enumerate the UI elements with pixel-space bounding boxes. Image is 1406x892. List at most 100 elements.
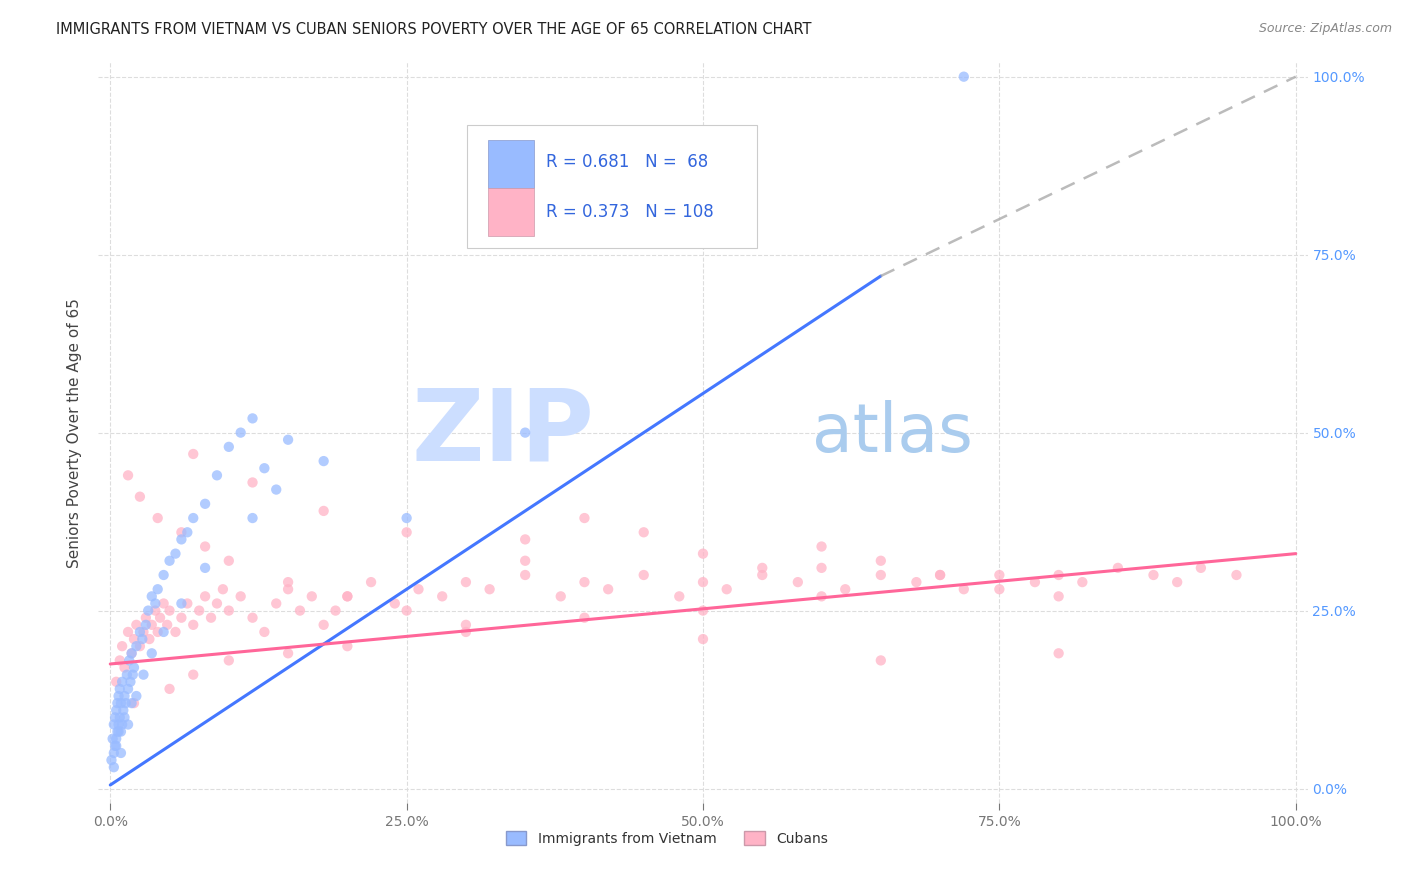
Point — [114, 696, 136, 710]
Point — [146, 582, 169, 597]
Point — [108, 653, 131, 667]
Point — [132, 667, 155, 681]
Point — [135, 617, 157, 632]
Text: R = 0.681   N =  68: R = 0.681 N = 68 — [546, 153, 709, 171]
Point — [395, 511, 418, 525]
Point — [1142, 568, 1164, 582]
Point — [633, 568, 655, 582]
Point — [101, 731, 124, 746]
Point — [1189, 561, 1212, 575]
Text: IMMIGRANTS FROM VIETNAM VS CUBAN SENIORS POVERTY OVER THE AGE OF 65 CORRELATION : IMMIGRANTS FROM VIETNAM VS CUBAN SENIORS… — [56, 22, 811, 37]
Point — [170, 597, 193, 611]
Point — [929, 568, 952, 582]
Point — [336, 590, 359, 604]
Point — [716, 582, 738, 597]
Point — [218, 554, 240, 568]
Point — [103, 760, 125, 774]
FancyBboxPatch shape — [488, 140, 534, 188]
Point — [112, 703, 135, 717]
Text: ZIP: ZIP — [412, 384, 595, 481]
Point — [668, 590, 690, 604]
Point — [132, 624, 155, 639]
Point — [408, 582, 430, 597]
Point — [170, 533, 193, 547]
Point — [253, 461, 276, 475]
Point — [550, 590, 572, 604]
Point — [122, 632, 145, 646]
Point — [111, 717, 134, 731]
Point — [104, 739, 127, 753]
Point — [194, 540, 217, 554]
Point — [242, 511, 264, 525]
Point — [114, 660, 136, 674]
Point — [117, 681, 139, 696]
FancyBboxPatch shape — [467, 126, 758, 247]
Point — [360, 575, 382, 590]
Point — [751, 561, 773, 575]
Point — [136, 604, 159, 618]
Point — [395, 525, 418, 540]
Point — [312, 504, 335, 518]
Point — [121, 696, 143, 710]
Point — [312, 617, 335, 632]
Point — [110, 724, 132, 739]
Point — [159, 604, 181, 618]
Point — [952, 582, 974, 597]
Point — [264, 483, 287, 497]
Point — [152, 597, 174, 611]
Point — [176, 525, 198, 540]
Point — [111, 674, 134, 689]
Point — [988, 568, 1011, 582]
Point — [325, 604, 347, 618]
Point — [125, 689, 148, 703]
Point — [253, 624, 276, 639]
Point — [105, 724, 128, 739]
Point — [1071, 575, 1094, 590]
Point — [181, 667, 204, 681]
Point — [108, 681, 131, 696]
Point — [515, 425, 537, 440]
Point — [454, 617, 477, 632]
Point — [598, 582, 620, 597]
Point — [107, 717, 129, 731]
Point — [1047, 568, 1070, 582]
Point — [118, 653, 141, 667]
Point — [107, 724, 129, 739]
Point — [242, 611, 264, 625]
Point — [869, 568, 891, 582]
Point — [170, 611, 193, 625]
Point — [143, 597, 166, 611]
Point — [692, 632, 714, 646]
Point — [478, 582, 501, 597]
Point — [117, 468, 139, 483]
Point — [105, 674, 128, 689]
Point — [264, 597, 287, 611]
Point — [114, 710, 136, 724]
FancyBboxPatch shape — [488, 188, 534, 236]
Point — [336, 590, 359, 604]
Point — [181, 447, 204, 461]
Point — [515, 568, 537, 582]
Point — [810, 561, 832, 575]
Point — [200, 611, 222, 625]
Point — [205, 468, 228, 483]
Point — [146, 624, 169, 639]
Point — [131, 632, 153, 646]
Point — [129, 624, 152, 639]
Point — [120, 674, 142, 689]
Point — [810, 590, 832, 604]
Point — [384, 597, 406, 611]
Point — [129, 490, 152, 504]
Point — [952, 70, 974, 84]
Point — [194, 590, 217, 604]
Point — [1225, 568, 1247, 582]
Point — [125, 639, 148, 653]
Point — [277, 582, 299, 597]
Point — [111, 639, 134, 653]
Point — [988, 582, 1011, 597]
Point — [159, 554, 181, 568]
Point — [105, 731, 128, 746]
Point — [121, 667, 143, 681]
Point — [810, 540, 832, 554]
Point — [633, 525, 655, 540]
